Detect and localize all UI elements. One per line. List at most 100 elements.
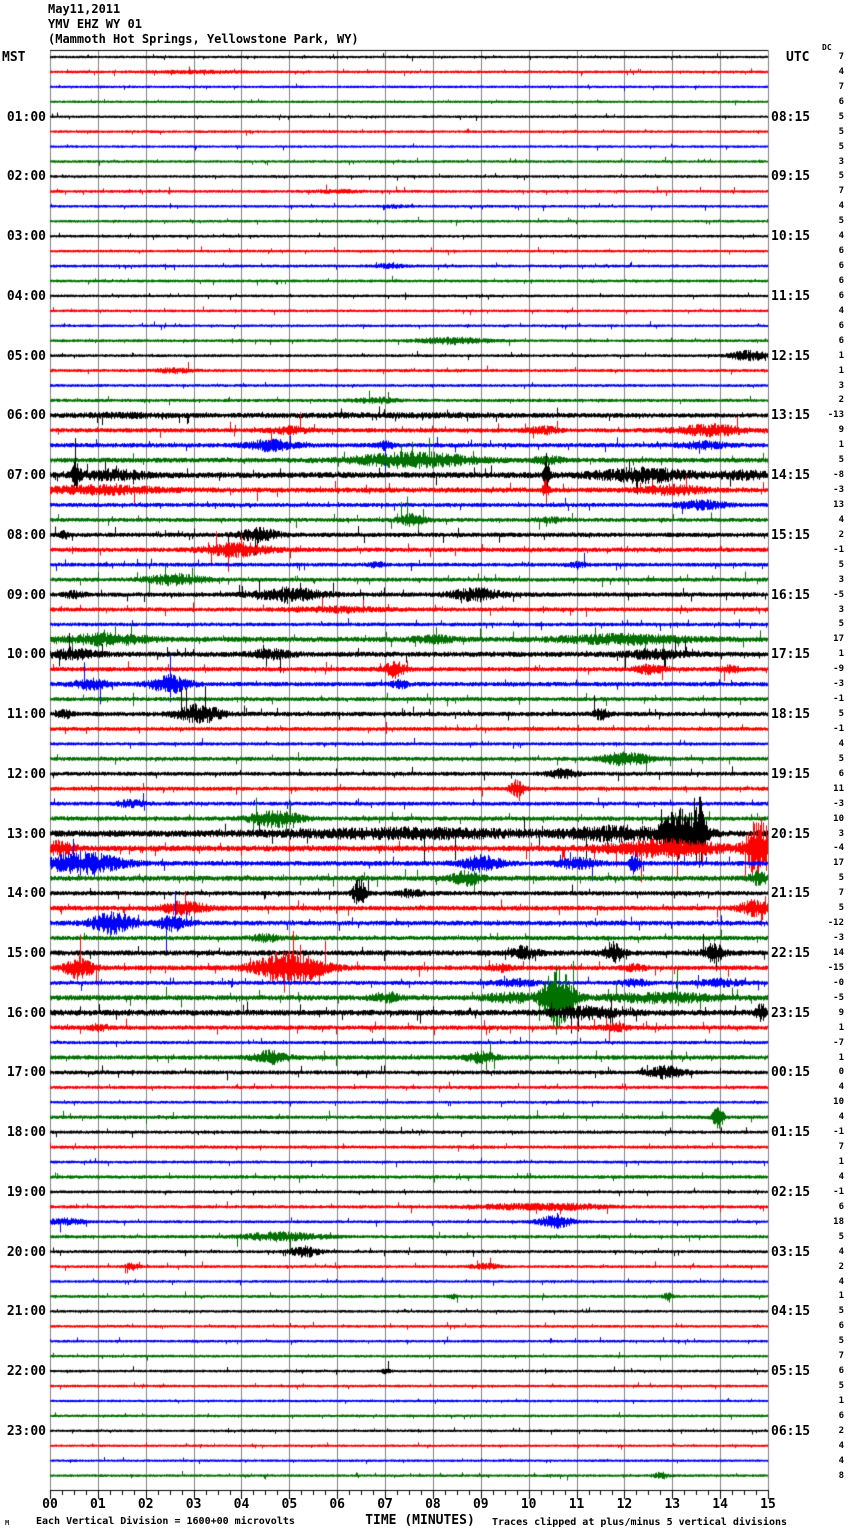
utc-hour-label: 15:15 (771, 527, 811, 543)
mst-hour-label: 14:00 (6, 886, 46, 902)
dc-value: 3 (838, 828, 844, 839)
dc-value: 5 (838, 1231, 844, 1242)
utc-hour-label: 08:15 (771, 109, 811, 125)
dc-value: -3 (833, 933, 844, 944)
dc-value: 1 (838, 1157, 844, 1168)
mst-hour-label: 17:00 (6, 1065, 46, 1081)
x-tick-label: 10 (520, 1497, 537, 1512)
dc-value: 6 (838, 1366, 844, 1377)
dc-value: 4 (838, 1246, 844, 1257)
scale-note: Each Vertical Division = 1600+00 microvo… (36, 1516, 295, 1527)
dc-value: 1 (838, 1395, 844, 1406)
utc-hour-label: 11:15 (771, 288, 811, 304)
dc-value: -9 (833, 664, 844, 675)
mst-hour-label: 19:00 (6, 1184, 46, 1200)
utc-hour-label: 21:15 (771, 886, 811, 902)
dc-value: 2 (838, 1425, 844, 1436)
dc-value: -0 (833, 977, 844, 988)
dc-value: -1 (833, 544, 844, 555)
clip-note: Traces clipped at plus/minus 5 vertical … (492, 1517, 788, 1528)
utc-hour-label: 02:15 (771, 1184, 811, 1200)
dc-value: 18 (833, 1216, 844, 1227)
dc-value: 4 (838, 514, 844, 525)
x-tick-label: 08 (425, 1497, 441, 1512)
x-tick-label: 04 (233, 1497, 250, 1512)
dc-value: 6 (838, 335, 844, 346)
mst-hour-label: 15:00 (6, 945, 46, 961)
mst-hour-label: 23:00 (6, 1423, 46, 1439)
x-tick-label: 03 (185, 1497, 202, 1512)
dc-value: -8 (833, 470, 844, 481)
utc-hour-label: 22:15 (771, 945, 811, 961)
dc-value: 8 (838, 1470, 844, 1481)
mst-hour-label: 02:00 (6, 169, 46, 185)
dc-value: 6 (838, 96, 844, 107)
dc-value: 6 (838, 1201, 844, 1212)
mst-hour-label: 07:00 (6, 468, 46, 484)
dc-value: 3 (838, 604, 844, 615)
utc-hour-label: 18:15 (771, 707, 811, 723)
dc-value: 6 (838, 290, 844, 301)
dc-value: -3 (833, 679, 844, 690)
dc-value: 4 (838, 1440, 844, 1451)
dc-value: -7 (833, 1037, 844, 1048)
utc-hour-label: 23:15 (771, 1005, 811, 1021)
utc-hour-label: 17:15 (771, 647, 811, 663)
dc-value: 6 (838, 768, 844, 779)
dc-value: 4 (838, 1276, 844, 1287)
dc-value: 6 (838, 320, 844, 331)
x-tick-label: 01 (90, 1497, 106, 1512)
x-tick-label: 00 (42, 1497, 58, 1512)
dc-value: 7 (838, 81, 844, 92)
dc-value: 4 (838, 1112, 844, 1123)
dc-value: -15 (827, 962, 844, 973)
mst-hour-label: 09:00 (6, 587, 46, 603)
utc-hour-label: 04:15 (771, 1304, 811, 1320)
dc-value: 2 (838, 395, 844, 406)
dc-value: 5 (838, 753, 844, 764)
x-tick-label: 06 (329, 1497, 346, 1512)
dc-value: 17 (833, 858, 844, 869)
dc-value: 4 (838, 1455, 844, 1466)
mst-hour-label: 22:00 (6, 1364, 46, 1380)
dc-value: 5 (838, 559, 844, 570)
x-tick-label: 13 (664, 1497, 681, 1512)
x-tick-label: 12 (616, 1497, 633, 1512)
x-tick-label: 15 (760, 1497, 776, 1512)
dc-value: 0 (838, 1067, 844, 1078)
dc-value: 6 (838, 1410, 844, 1421)
x-tick-label: 14 (712, 1497, 728, 1512)
x-tick-label: 05 (281, 1497, 298, 1512)
dc-value: 5 (838, 903, 844, 914)
dc-value: 1 (838, 1052, 844, 1063)
dc-value: 6 (838, 246, 844, 257)
dc-value: 5 (838, 709, 844, 720)
dc-value: 4 (838, 231, 844, 242)
mst-hour-label: 11:00 (6, 707, 46, 723)
dc-value: 9 (838, 425, 844, 436)
utc-hour-label: 12:15 (771, 348, 811, 364)
mst-hour-label: 04:00 (6, 288, 46, 304)
dc-value: 4 (838, 305, 844, 316)
dc-value: 5 (838, 873, 844, 884)
mst-hour-label: 10:00 (6, 647, 46, 663)
right-axis-title: UTC (786, 50, 810, 65)
dc-value: 3 (838, 156, 844, 167)
header-station: YMV EHZ WY 01 (48, 17, 142, 31)
utc-hour-label: 16:15 (771, 587, 811, 603)
mst-hour-label: 16:00 (6, 1005, 46, 1021)
dc-value: 6 (838, 275, 844, 286)
utc-hour-label: 10:15 (771, 229, 811, 245)
mst-hour-label: 12:00 (6, 766, 46, 782)
dc-value: 4 (838, 201, 844, 212)
dc-value: 1 (838, 649, 844, 660)
dc-value: 2 (838, 529, 844, 540)
dc-value: 10 (833, 1097, 844, 1108)
dc-value: 5 (838, 1306, 844, 1317)
dc-value: 7 (838, 1142, 844, 1153)
utc-hour-label: 20:15 (771, 826, 811, 842)
dc-value: 5 (838, 1381, 844, 1392)
dc-value: -3 (833, 798, 844, 809)
